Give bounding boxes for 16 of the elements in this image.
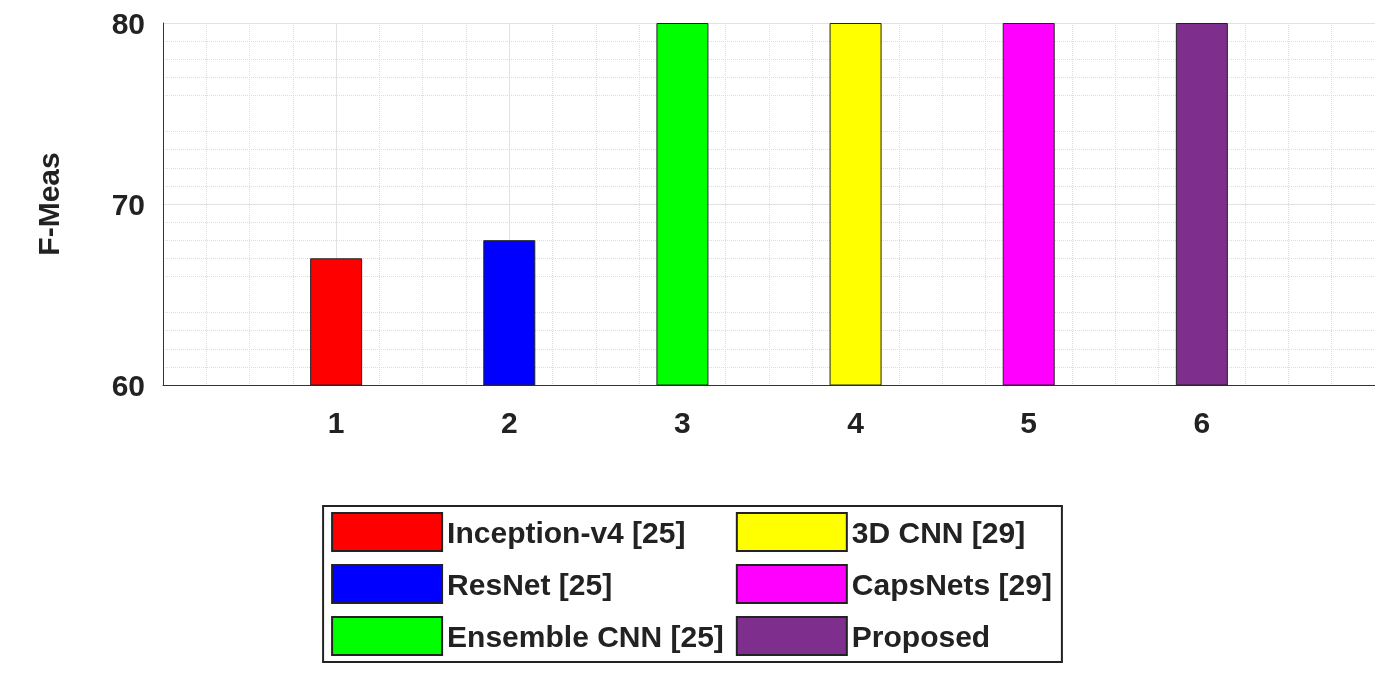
legend-label: Proposed [851,619,991,653]
legend-label: CapsNets [29] [851,567,1052,601]
y-tick-label: 60 [111,368,145,402]
y-tick-label: 70 [111,187,145,221]
x-tick-label: 3 [674,405,691,439]
x-tick-label: 2 [500,405,518,439]
x-tick-label: 5 [1020,405,1038,439]
x-tick-label: 1 [327,405,345,439]
legend-label: Ensemble CNN [25] [447,619,724,653]
x-tick-label: 4 [847,405,865,439]
legend-label: ResNet [25] [447,567,613,601]
legend-label: 3D CNN [29] [851,515,1026,549]
x-tick-label: 6 [1193,405,1211,439]
y-tick-label: 80 [111,6,145,40]
y-axis-title: F-Meas [31,152,65,256]
legend-label: Inception-v4 [25] [447,515,686,549]
